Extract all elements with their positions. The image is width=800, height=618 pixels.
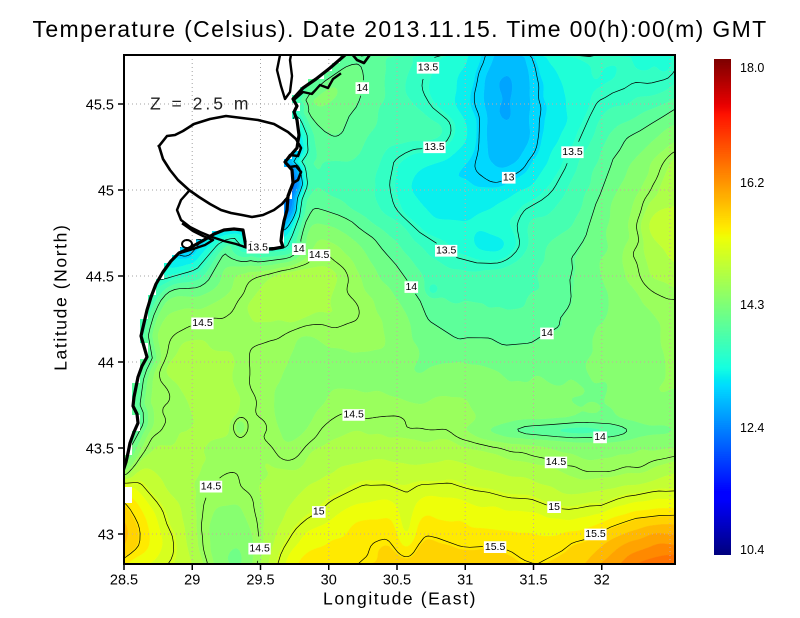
svg-text:14.5: 14.5 <box>201 480 222 492</box>
svg-text:10.4: 10.4 <box>740 543 764 557</box>
svg-text:31: 31 <box>457 573 473 589</box>
svg-text:15: 15 <box>548 501 560 513</box>
svg-text:31.5: 31.5 <box>519 573 547 589</box>
svg-text:43: 43 <box>98 527 114 543</box>
svg-text:13.5: 13.5 <box>436 244 457 256</box>
svg-text:29.5: 29.5 <box>246 573 274 589</box>
svg-text:45.5: 45.5 <box>86 97 114 113</box>
svg-text:16.2: 16.2 <box>740 176 764 190</box>
svg-text:12.4: 12.4 <box>740 421 764 435</box>
svg-text:18.0: 18.0 <box>740 61 764 75</box>
svg-text:Temperature (Celsius). Date 20: Temperature (Celsius). Date 2013.11.15. … <box>32 16 767 42</box>
svg-text:44.5: 44.5 <box>86 269 114 285</box>
svg-text:15.5: 15.5 <box>485 541 506 553</box>
svg-text:13.5: 13.5 <box>424 141 445 153</box>
svg-text:15.5: 15.5 <box>585 528 606 540</box>
svg-text:13.5: 13.5 <box>247 241 268 253</box>
svg-text:32: 32 <box>594 573 610 589</box>
svg-text:14.5: 14.5 <box>192 317 213 329</box>
svg-text:14.3: 14.3 <box>740 298 764 312</box>
svg-text:Latitude (North): Latitude (North) <box>51 224 71 371</box>
svg-text:14: 14 <box>594 431 606 443</box>
svg-text:29: 29 <box>184 573 200 589</box>
svg-text:13.5: 13.5 <box>562 146 583 158</box>
svg-text:13.5: 13.5 <box>418 61 439 73</box>
svg-text:28.5: 28.5 <box>110 573 138 589</box>
svg-text:45: 45 <box>98 183 114 199</box>
svg-text:14.5: 14.5 <box>343 409 364 421</box>
svg-text:30.5: 30.5 <box>383 573 411 589</box>
svg-text:14.5: 14.5 <box>546 456 567 468</box>
svg-text:14: 14 <box>405 281 417 293</box>
svg-text:14: 14 <box>356 82 368 94</box>
svg-text:14: 14 <box>293 243 305 255</box>
svg-text:14.5: 14.5 <box>249 542 270 554</box>
svg-text:30: 30 <box>321 573 337 589</box>
svg-text:Longitude (East): Longitude (East) <box>323 589 477 609</box>
svg-text:Z = 2.5 m: Z = 2.5 m <box>150 94 251 114</box>
svg-text:13: 13 <box>503 171 515 183</box>
svg-text:15: 15 <box>313 506 325 518</box>
svg-text:14.5: 14.5 <box>309 249 330 261</box>
svg-text:14: 14 <box>541 327 553 339</box>
svg-text:43.5: 43.5 <box>86 441 114 457</box>
svg-text:44: 44 <box>98 355 114 371</box>
